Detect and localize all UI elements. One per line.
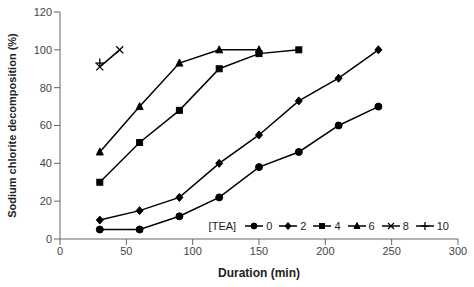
svg-text:120: 120 [34,6,52,18]
html-text:10: 10 [436,220,449,232]
html-text:2: 2 [300,220,307,232]
svg-text:300: 300 [449,245,466,257]
svg-text:250: 250 [382,245,400,257]
html-text:4: 4 [334,220,341,232]
svg-text:80: 80 [40,82,52,94]
html-text:[TEA]: [TEA] [208,220,237,232]
svg-text:150: 150 [250,245,268,257]
svg-text:100: 100 [183,245,201,257]
svg-text:50: 50 [120,245,132,257]
svg-text:Sodium chlorite decomposition: Sodium chlorite decomposition (%) [8,33,18,218]
svg-text:0: 0 [46,233,52,245]
svg-text:100: 100 [34,44,52,56]
svg-text:20: 20 [40,195,52,207]
svg-text:40: 40 [40,157,52,169]
svg-text:60: 60 [40,119,52,131]
html-text:0: 0 [266,220,273,232]
svg-text:0: 0 [57,245,63,257]
html-text:6: 6 [368,220,375,232]
svg-text:200: 200 [316,245,334,257]
html-text:8: 8 [402,220,409,232]
svg-text:Duration (min): Duration (min) [218,266,300,280]
